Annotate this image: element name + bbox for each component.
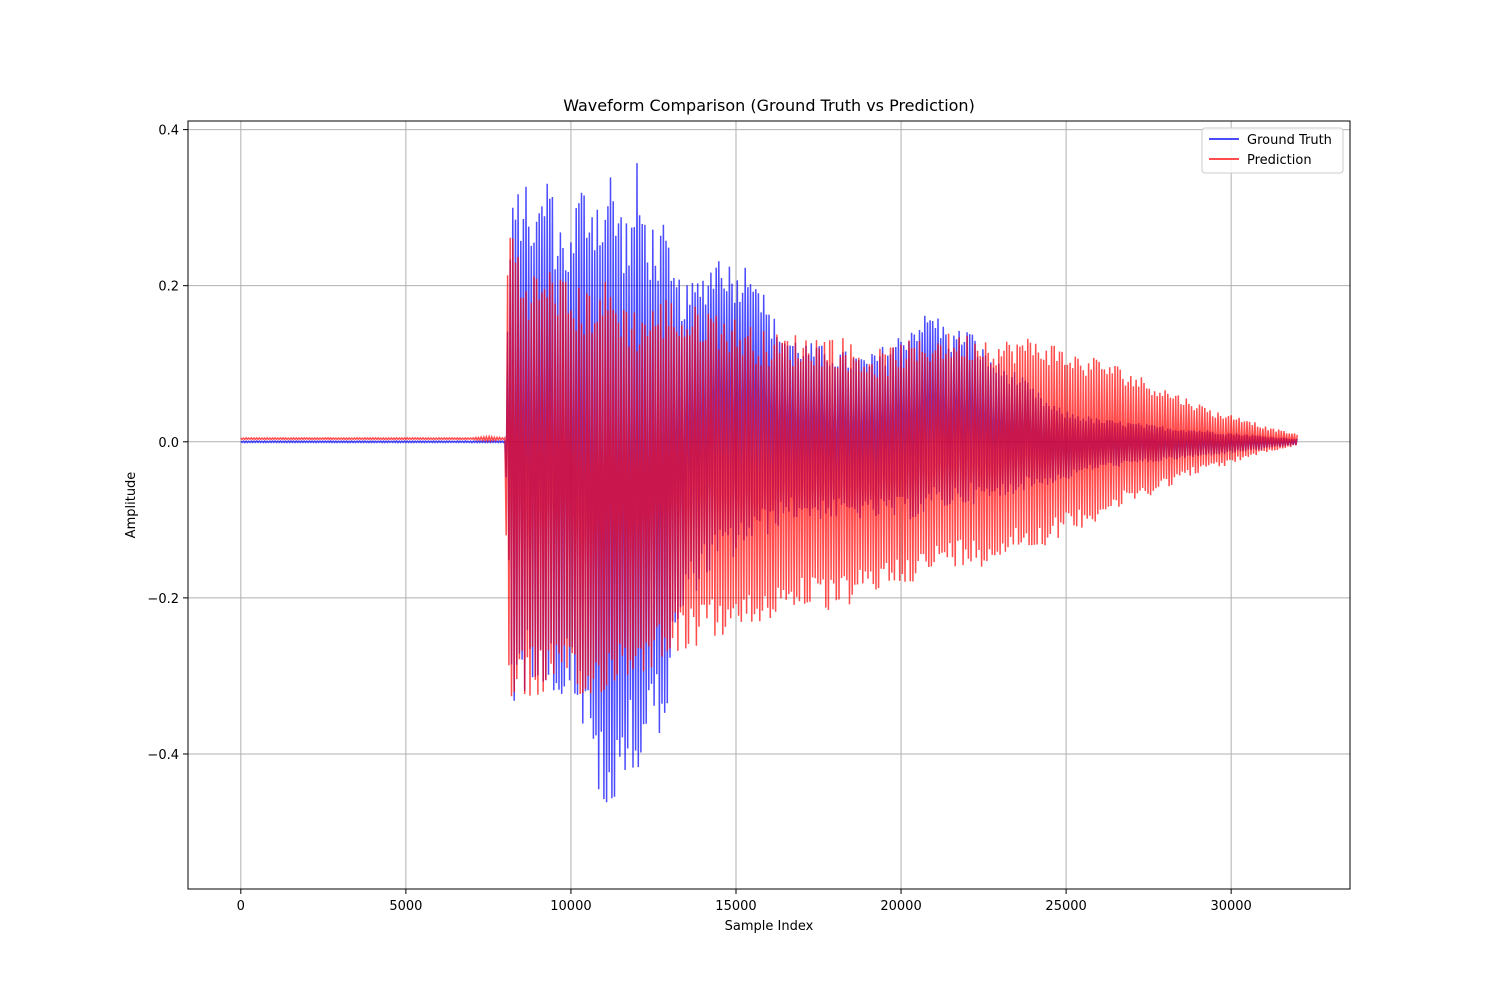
x-tick-label: 30000 [1210,899,1251,914]
y-tick-label: −0.2 [147,592,179,607]
x-axis: 0 5000 10000 15000 20000 25000 30000 [237,889,1252,914]
x-tick-label: 0 [237,899,245,914]
series-layer [240,163,1298,803]
y-tick-label: −0.4 [147,748,179,763]
x-tick-label: 20000 [880,899,921,914]
x-tick-label: 25000 [1045,899,1086,914]
x-tick-label: 15000 [715,899,756,914]
y-axis-label: Amplitude [124,472,139,539]
y-tick-label: 0.2 [158,280,179,295]
y-tick-label: 0.0 [158,436,179,451]
y-axis: −0.4 −0.2 0.0 0.2 0.4 [147,124,188,763]
x-tick-label: 5000 [389,899,422,914]
x-axis-label: Sample Index [725,919,814,934]
y-tick-label: 0.4 [158,124,179,139]
legend-label-prediction: Prediction [1247,153,1312,168]
legend: Ground Truth Prediction [1201,127,1344,174]
x-tick-label: 10000 [550,899,591,914]
plot-frame [187,120,1351,890]
chart-title: Waveform Comparison (Ground Truth vs Pre… [563,96,975,115]
legend-label-ground-truth: Ground Truth [1247,133,1332,148]
series-line-prediction [240,237,1298,697]
